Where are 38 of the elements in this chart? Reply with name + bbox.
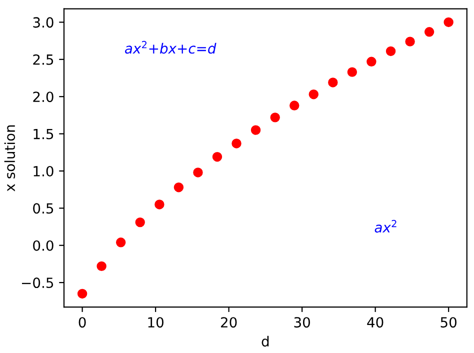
y-tick-label: −0.5 [22,278,54,288]
y-axis-title: x solution [4,125,16,192]
x-tick-label: 30 [294,317,310,328]
point [270,112,280,122]
x-axis-title: d [262,336,269,347]
point [77,288,88,299]
x-tick-label: 20 [220,317,237,328]
point [366,56,376,66]
y-tick-label: 0.5 [33,203,54,214]
point [135,217,145,228]
x-tick-label: 50 [440,317,456,328]
point [290,100,300,110]
y-tick-label: 2.5 [33,54,54,65]
x-tick-label: 40 [367,317,384,328]
point [386,46,396,56]
y-tick-label: 1.5 [34,128,54,140]
point [212,152,222,162]
point [405,36,415,46]
point [116,238,126,248]
point [444,17,454,28]
point [96,261,106,272]
point [154,200,164,210]
point [232,138,242,148]
point [174,182,184,192]
point [308,90,319,100]
annotation: ax$^{2}$+bx+c=d [124,40,216,54]
y-tick-label: 0.0 [33,240,54,251]
y-tick-label: 3.0 [33,17,54,28]
point [250,125,261,135]
point [347,67,358,77]
x-tick-label: 0 [78,317,86,328]
annotation: ax$^{2}$ [374,220,396,233]
y-tick-label: 2.0 [33,92,54,102]
y-tick-label: 1.0 [34,166,54,176]
point [193,168,203,178]
x-tick-label: 10 [148,317,164,328]
point [424,27,434,37]
point [328,78,338,88]
